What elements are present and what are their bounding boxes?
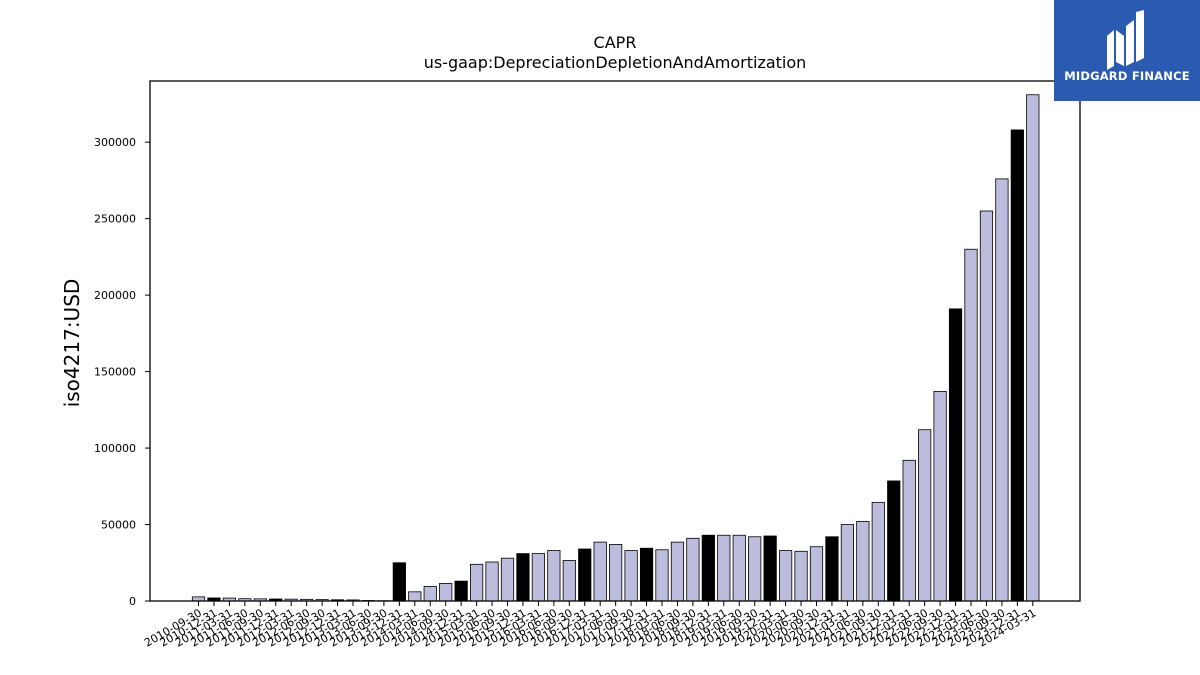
bar-2015-03-31 — [469, 563, 484, 602]
y-tick-label: 50000 — [101, 519, 136, 532]
bar-2016-09-30 — [562, 560, 576, 602]
bar-2019-06-30 — [732, 534, 746, 602]
bar-2024-03-31 — [1026, 94, 1040, 602]
bar-2022-03-31 — [902, 459, 916, 602]
bar-2020-12-31 — [825, 536, 839, 602]
midgard-logo-icon — [1107, 10, 1144, 70]
bar-2023-09-30 — [995, 178, 1009, 602]
bar-2014-09-30 — [439, 583, 453, 602]
bar-2016-12-31 — [578, 548, 592, 602]
y-tick-label: 150000 — [94, 366, 136, 379]
y-tick-label: 300000 — [94, 136, 136, 149]
bar-2016-03-31 — [531, 553, 546, 602]
bar-2023-06-30 — [979, 210, 994, 602]
bar-2013-12-31 — [392, 562, 406, 602]
bar-2021-12-31 — [887, 480, 901, 602]
bar-2023-03-31 — [964, 248, 978, 602]
bar-2018-09-30 — [686, 537, 700, 602]
bars-group — [191, 94, 1040, 602]
plot-frame — [149, 80, 1081, 602]
bar-2022-06-30 — [918, 429, 932, 602]
bar-2020-03-31 — [779, 550, 793, 602]
bar-2023-12-31 — [1010, 129, 1024, 602]
bar-2022-12-31 — [948, 308, 963, 602]
bar-2017-03-31 — [593, 541, 607, 602]
bar-2021-09-30 — [871, 501, 885, 602]
bar-2015-09-30 — [500, 557, 515, 602]
bar-2017-12-31 — [639, 547, 654, 602]
bar-2019-09-30 — [748, 536, 762, 602]
bar-2020-09-30 — [809, 546, 824, 602]
y-axis: 0 50000 100000 150000 200000 250000 300000 — [94, 136, 150, 608]
y-tick-label: 0 — [129, 595, 136, 608]
bar-2018-06-30 — [670, 541, 685, 602]
bar-2014-06-30 — [423, 586, 437, 602]
bar-2016-06-30 — [547, 550, 561, 602]
bar-2014-03-31 — [408, 591, 422, 602]
bar-2019-03-31 — [717, 534, 731, 602]
bar-2019-12-31 — [763, 535, 777, 602]
bar-2018-03-31 — [655, 549, 669, 602]
bar-2014-12-31 — [454, 580, 468, 602]
y-tick-label: 200000 — [94, 289, 136, 302]
x-axis: 2010-09-302010-12-312011-03-312011-06-30… — [142, 601, 1038, 650]
y-tick-label: 250000 — [94, 213, 136, 226]
y-tick-label: 100000 — [94, 442, 136, 455]
bar-2015-12-31 — [516, 553, 530, 602]
midgard-finance-logo: MIDGARD FINANCE — [1054, 0, 1200, 101]
bar-2021-06-30 — [856, 521, 870, 602]
chart-title: CAPR — [594, 33, 637, 52]
chart-subtitle: us-gaap:DepreciationDepletionAndAmortiza… — [424, 53, 807, 72]
y-axis-label: iso4217:USD — [60, 279, 84, 408]
bar-2022-09-30 — [933, 391, 947, 602]
bar-2020-06-30 — [794, 550, 808, 602]
bar-2015-06-30 — [485, 561, 499, 602]
bar-2021-03-31 — [840, 524, 855, 602]
bar-2018-12-31 — [701, 534, 715, 602]
logo-text: MIDGARD FINANCE — [1064, 69, 1190, 83]
bar-2017-06-30 — [609, 544, 623, 602]
bar-2017-09-30 — [624, 550, 638, 602]
